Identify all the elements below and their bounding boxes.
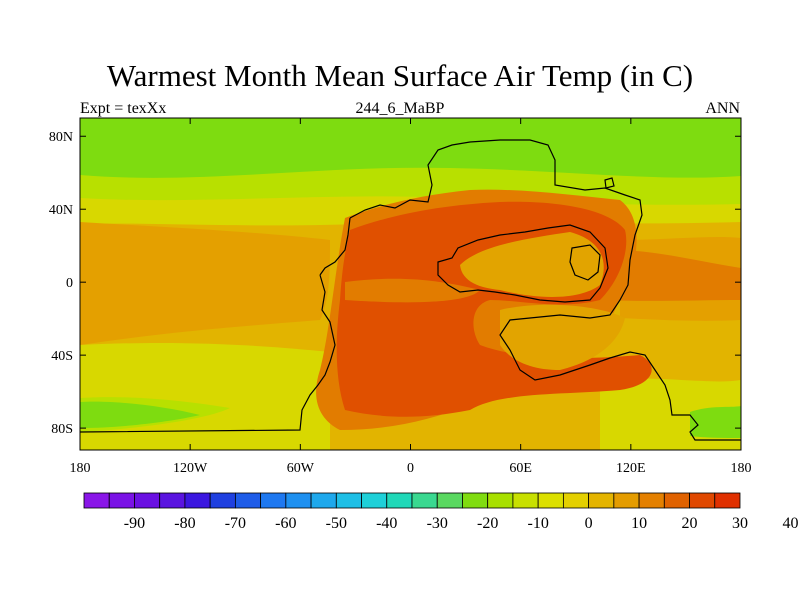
island-coastline [569,177,615,281]
colorbar-label: -60 [275,515,296,532]
map-title: Warmest Month Mean Surface Air Temp (in … [106,58,694,93]
colorbar-swatch [436,492,463,509]
colorbar-label: 20 [682,515,698,532]
colorbar-swatch [134,492,161,509]
colorbar-swatch [512,492,539,509]
colorbar-swatch [462,492,489,509]
colorbar-swatch [562,492,590,509]
lon-tick-label: 0 [407,461,414,476]
colorbar-label: -10 [527,515,548,532]
lon-tick-label: 180 [70,461,91,476]
lat-tick-label: 40S [51,349,73,364]
colorbar-swatch [310,492,337,509]
colorbar-swatch [184,492,211,509]
colorbar-swatch [285,492,312,509]
interior-warm-basin [460,232,604,297]
colorbar-label: 40 [782,515,798,532]
colorbar-swatch [588,492,615,509]
colorbar-label: 0 [585,515,593,532]
lon-tick-label: 60W [287,461,315,476]
colorbar-label: -80 [174,515,195,532]
colorbar-swatch [386,492,413,509]
colorbar-swatch [260,492,287,509]
colorbar-swatch [714,492,741,509]
colorbar-label: -40 [376,515,397,532]
lat-tick-label: 40N [49,203,73,218]
south-polar-patch-east [690,406,741,438]
east-warm-tongue [600,249,741,301]
temperature-map [80,118,741,450]
equatorial-orange-band [345,278,480,303]
lat-tick-label: 0 [66,276,73,291]
colorbar-label: -50 [326,515,347,532]
colorbar-swatch [209,492,236,509]
experiment-label: Expt = texXx [80,100,167,117]
colorbar-swatch [83,492,110,509]
colorbar-label: -90 [124,515,145,532]
colorbar-label: -30 [427,515,448,532]
colorbar-swatch [638,492,665,509]
colorbar-swatch [108,492,135,509]
colorbar-swatch [411,492,438,509]
inner-sea-coastline [437,224,609,303]
lon-tick-label: 120W [173,461,208,476]
colorbar-label: -20 [477,515,498,532]
colorbar-swatch [689,492,716,509]
lon-tick-label: 120E [616,461,646,476]
south-interior-basin [500,304,625,370]
season-label: ANN [705,100,740,117]
time-period-label: 244_6_MaBP [355,100,445,117]
colorbar-swatch [663,492,690,509]
colorbar-swatch [613,492,640,509]
continent-coastline [80,139,741,441]
colorbar-swatch [335,492,362,509]
lon-tick-label: 60E [509,461,532,476]
colorbar-swatch [361,492,388,509]
lon-tick-label: 180 [731,461,752,476]
colorbar: -90-80-70-60-50-40-30-20-1001020304050 [83,492,798,532]
colorbar-swatch [537,492,564,509]
lat-tick-label: 80N [49,130,73,145]
colorbar-swatch [234,492,262,509]
south-temperate-band [80,342,330,450]
colorbar-swatch [487,492,514,509]
south-polar-patch-west [80,401,200,428]
longitude-axis: 180 120W 60W 0 60E 120E 180 [70,118,752,476]
lat-tick-label: 80S [51,422,73,437]
colorbar-label: 10 [631,515,647,532]
colorbar-label: -70 [225,515,246,532]
colorbar-swatch [159,492,186,509]
tropical-ocean-band [80,222,330,345]
colorbar-label: 30 [732,515,748,532]
latitude-axis: 80N 40N 0 40S 80S [49,130,741,437]
